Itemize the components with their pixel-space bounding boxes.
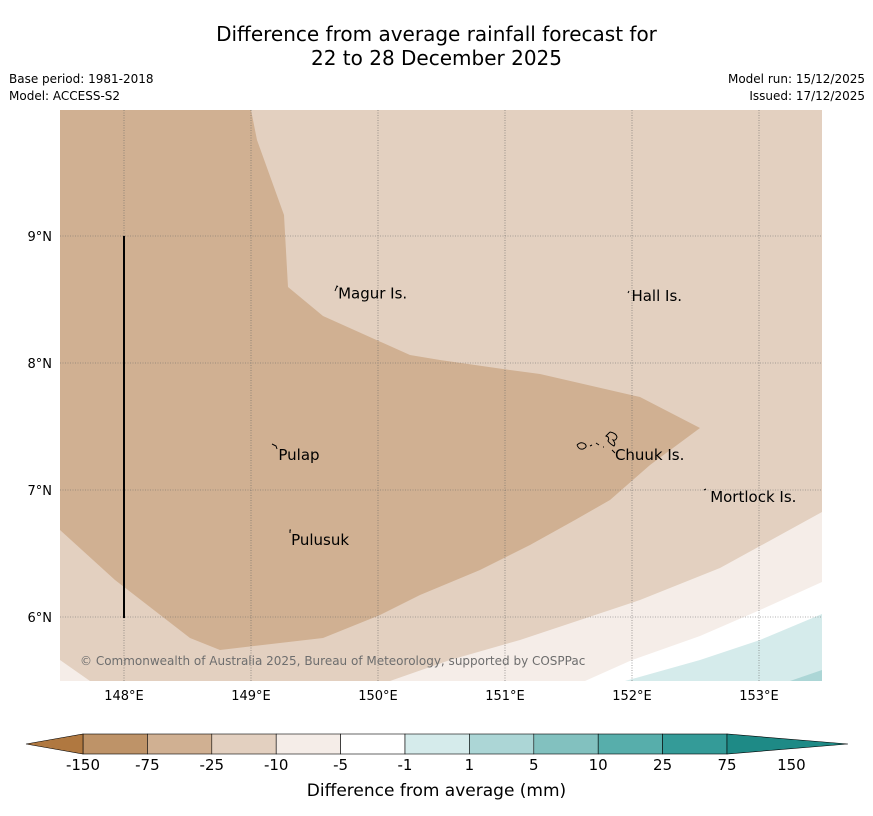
colorbar-swatch — [404, 733, 470, 755]
colorbar-ticks: -150 -75 -25 -10 -5 -1 1 5 10 25 75 150 — [0, 756, 873, 776]
colorbar-tick-label: 75 — [717, 756, 737, 774]
chart-title: Difference from average rainfall forecas… — [0, 22, 873, 70]
pulap-island-icon — [271, 443, 278, 450]
colorbar-tick-label: -10 — [263, 756, 289, 774]
title-line-1: Difference from average rainfall forecas… — [216, 22, 657, 46]
mortlock-island-icon — [703, 488, 707, 491]
colorbar-swatch — [82, 733, 148, 755]
colorbar-tick-label: -150 — [65, 756, 101, 774]
model-run: Model run: 15/12/2025 — [727, 72, 865, 86]
colorbar-label: Difference from average (mm) — [306, 781, 567, 801]
island-outlines — [271, 285, 707, 533]
lat-tick-label: 8°N — [28, 357, 53, 372]
colorbar-swatch — [211, 733, 277, 755]
lat-tick-label: 9°N — [28, 230, 53, 245]
colorbar-tick-label: 5 — [529, 756, 539, 774]
dry-edge-region — [60, 660, 90, 681]
issued-date: Issued: 17/12/2025 — [749, 89, 865, 103]
colorbar-swatch — [662, 733, 728, 755]
colorbar-min-arrow — [25, 733, 84, 755]
lon-tick-label: 152°E — [612, 689, 652, 704]
colorbar-tick-label: 1 — [464, 756, 475, 774]
slightly-wet-region — [625, 614, 822, 681]
lon-tick-label: 153°E — [739, 689, 779, 704]
place-label: Hall Is. — [631, 287, 682, 305]
base-period: Base period: 1981-2018 — [9, 72, 154, 86]
title-line-2: 22 to 28 December 2025 — [310, 46, 562, 70]
colorbar-tick-label: 25 — [653, 756, 673, 774]
place-label: Pulap — [278, 446, 319, 464]
pulusuk-island-icon — [289, 529, 291, 533]
colorbar-tick-label: -1 — [397, 756, 413, 774]
hall-island-icon — [627, 290, 630, 294]
chuuk-lagoon-icon — [576, 431, 618, 454]
lon-tick-label: 151°E — [485, 689, 525, 704]
colorbar-tick-label: -5 — [333, 756, 349, 774]
place-label: Pulusuk — [291, 531, 349, 549]
copyright-notice: © Commonwealth of Australia 2025, Bureau… — [80, 654, 585, 668]
place-label: Mortlock Is. — [710, 488, 796, 506]
place-labels: Magur Is. Hall Is. Pulap Chuuk Is. Mortlock … — [278, 285, 796, 549]
colorbar-swatch — [275, 733, 341, 755]
colorbar-max-arrow — [726, 733, 849, 755]
lat-tick-label: 6°N — [28, 611, 53, 626]
map-fill-layer — [60, 110, 822, 681]
colorbar-swatch — [597, 733, 663, 755]
meta-left: Base period: 1981-2018 Model: ACCESS-S2 — [9, 71, 154, 105]
axis-labels: 148°E 149°E 150°E 151°E 152°E 153°E 9°N 8°N 7°N 6… — [28, 230, 779, 704]
lat-tick-label: 7°N — [28, 484, 53, 499]
colorbar-swatch — [533, 733, 599, 755]
colorbar-tick-label: 150 — [777, 756, 806, 774]
lon-tick-label: 150°E — [358, 689, 398, 704]
colorbar — [25, 733, 849, 755]
place-label: Magur Is. — [338, 285, 407, 303]
meta-right: Model run: 15/12/2025 Issued: 17/12/2025 — [728, 71, 865, 105]
colorbar-swatch — [147, 733, 213, 755]
wet-region — [790, 670, 822, 681]
lon-tick-label: 148°E — [104, 689, 144, 704]
colorbar-tick-label: 10 — [588, 756, 608, 774]
colorbar-tick-label: -25 — [199, 756, 225, 774]
colorbar-tick-label: -75 — [135, 756, 160, 774]
place-label: Chuuk Is. — [615, 446, 684, 464]
model-name: Model: ACCESS-S2 — [9, 89, 121, 103]
lon-tick-label: 149°E — [231, 689, 271, 704]
colorbar-swatch — [469, 733, 535, 755]
magur-island-icon — [334, 285, 339, 292]
colorbar-swatch — [340, 733, 406, 755]
very-dry-region — [60, 110, 700, 650]
